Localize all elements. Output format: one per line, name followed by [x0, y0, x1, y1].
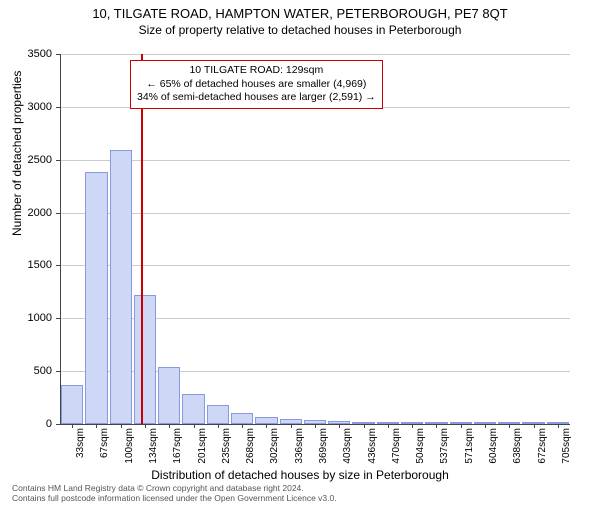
bar — [231, 413, 253, 424]
annotation-line-2: ← 65% of detached houses are smaller (4,… — [137, 78, 376, 92]
chart-title: 10, TILGATE ROAD, HAMPTON WATER, PETERBO… — [0, 6, 600, 21]
footer-line-2: Contains full postcode information licen… — [12, 493, 337, 503]
bar — [255, 417, 277, 424]
bar — [110, 150, 132, 424]
y-axis-line — [60, 54, 61, 424]
y-tick-label: 0 — [12, 418, 52, 430]
annotation-line-3: 34% of semi-detached houses are larger (… — [137, 91, 376, 105]
x-axis-line — [60, 424, 570, 425]
bar — [61, 385, 83, 424]
y-tick-label: 1000 — [12, 312, 52, 324]
grid-line — [60, 160, 570, 161]
y-tick-label: 1500 — [12, 259, 52, 271]
bar — [85, 172, 107, 424]
y-tick-label: 2500 — [12, 154, 52, 166]
annotation-box: 10 TILGATE ROAD: 129sqm← 65% of detached… — [130, 60, 383, 109]
grid-line — [60, 265, 570, 266]
footer-line-1: Contains HM Land Registry data © Crown c… — [12, 483, 337, 493]
reference-line — [141, 54, 143, 424]
bar — [134, 295, 156, 424]
y-tick-label: 2000 — [12, 207, 52, 219]
y-tick-label: 3000 — [12, 101, 52, 113]
bar — [182, 394, 204, 424]
bar — [158, 367, 180, 424]
grid-line — [60, 213, 570, 214]
y-tick-label: 500 — [12, 365, 52, 377]
chart-subtitle: Size of property relative to detached ho… — [0, 23, 600, 37]
y-tick-label: 3500 — [12, 48, 52, 60]
x-axis-label: Distribution of detached houses by size … — [0, 468, 600, 482]
bar — [207, 405, 229, 424]
grid-line — [60, 54, 570, 55]
chart-container: 10, TILGATE ROAD, HAMPTON WATER, PETERBO… — [0, 6, 600, 506]
plot-area: 33sqm67sqm100sqm134sqm167sqm201sqm235sqm… — [60, 54, 570, 424]
annotation-line-1: 10 TILGATE ROAD: 129sqm — [137, 64, 376, 78]
